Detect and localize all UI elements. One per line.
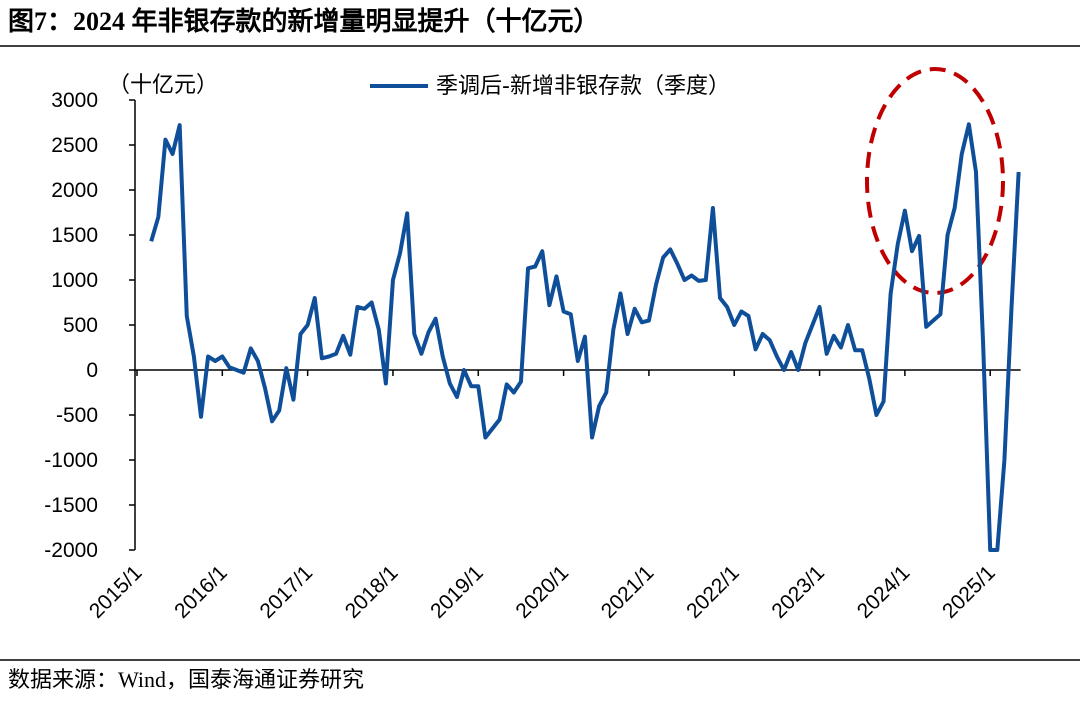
y-tick-label: 2000 [51, 179, 98, 202]
series-line [149, 122, 1021, 552]
y-tick-label: -1500 [44, 494, 98, 517]
y-tick-label: 3000 [51, 89, 98, 112]
x-tick-label: 2019/1 [426, 561, 488, 623]
unit-label: （十亿元） [108, 73, 218, 98]
y-tick-label: 1000 [51, 269, 98, 292]
x-tick-label: 2022/1 [682, 561, 744, 623]
plot: -2000 -1500 -1000 -500 0 500 1000 1500 2000 2500 3… [44, 89, 1021, 623]
x-tick-label: 2018/1 [341, 561, 403, 623]
x-tick-label: 2017/1 [255, 561, 317, 623]
x-tick-label: 2020/1 [511, 561, 573, 623]
x-tick-label: 2015/1 [85, 561, 147, 623]
highlight-ellipse [865, 67, 1005, 295]
y-tick-label: 0 [86, 359, 98, 382]
x-tick-label: 2024/1 [853, 561, 915, 623]
x-tick-label: 2021/1 [597, 561, 659, 623]
y-tick-label: -500 [56, 404, 98, 427]
source: 数据来源：Wind，国泰海通证券研究 [8, 667, 364, 692]
y-tick-label: -2000 [44, 539, 98, 562]
x-tick-label: 2025/1 [938, 561, 1000, 623]
x-tick-label: 2023/1 [767, 561, 829, 623]
chart-title: 图7：2024 年非银存款的新增量明显提升（十亿元） [8, 6, 600, 36]
y-tick-label: 500 [63, 314, 98, 337]
legend-label: 季调后-新增非银存款（季度） [436, 74, 730, 99]
y-tick-label: 1500 [51, 224, 98, 247]
y-tick-label: 2500 [51, 134, 98, 157]
y-tick-label: -1000 [44, 449, 98, 472]
x-tick-label: 2016/1 [170, 561, 232, 623]
